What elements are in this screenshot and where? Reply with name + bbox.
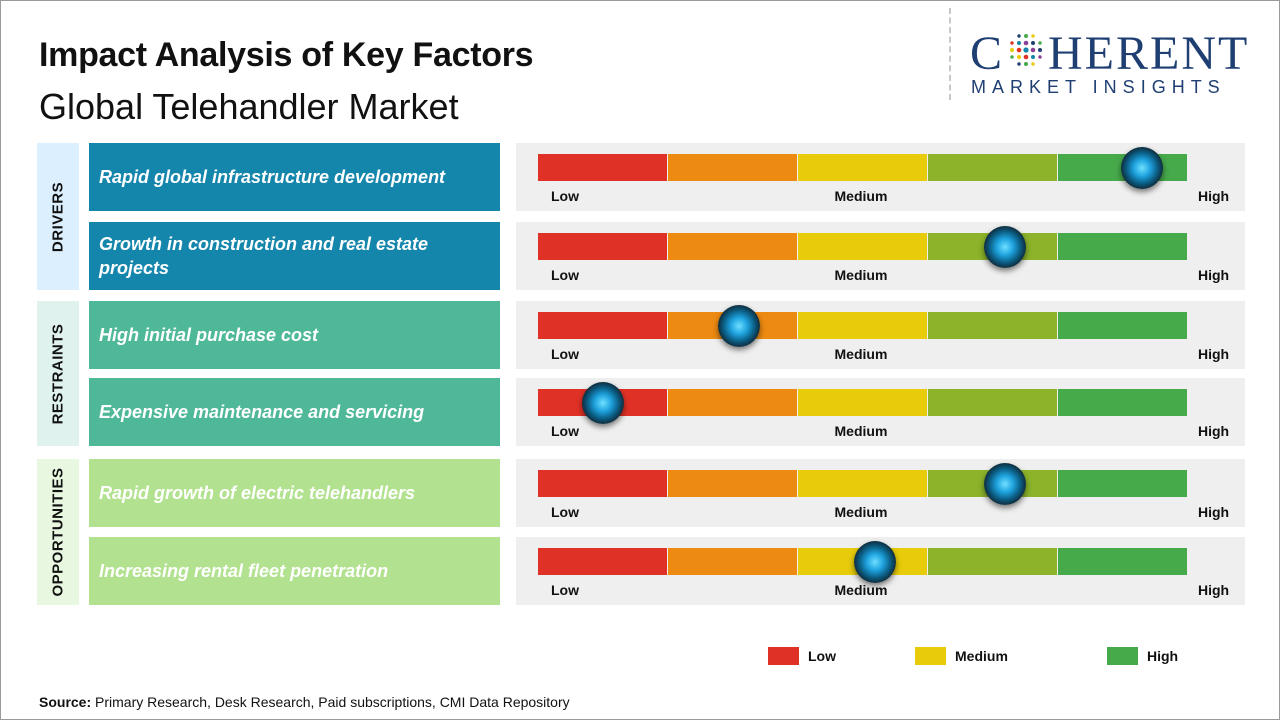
impact-marker — [581, 382, 624, 424]
scale-label-low: Low — [551, 346, 579, 362]
scale-segment — [928, 312, 1057, 339]
scale-label-medium: Medium — [834, 423, 888, 439]
scale-label-medium: Medium — [834, 346, 888, 362]
scale-segment — [798, 389, 927, 416]
scale-segment — [798, 470, 927, 497]
impact-scale: Low Medium High — [516, 378, 1245, 446]
impact-scale: Low Medium High — [516, 143, 1245, 211]
scale-segment — [798, 154, 927, 181]
scale-label-low: Low — [551, 423, 579, 439]
factor-label-box: Increasing rental fleet penetration — [89, 537, 500, 605]
scale-segment — [538, 548, 667, 575]
impact-marker — [718, 305, 761, 347]
scale-label-medium: Medium — [834, 582, 888, 598]
factor-label-box: High initial purchase cost — [89, 301, 500, 369]
scale-segment — [538, 233, 667, 260]
scale-segment — [798, 233, 927, 260]
scale-segment — [668, 389, 797, 416]
logo-letters: HERENT — [1048, 27, 1250, 80]
legend-swatch — [915, 647, 946, 665]
scale-label-low: Low — [551, 504, 579, 520]
scale-label-low: Low — [551, 267, 579, 283]
company-logo: C HERENT — [970, 28, 1249, 87]
source-label: Source: — [39, 694, 92, 710]
scale-segment — [1058, 548, 1187, 575]
impact-marker — [984, 226, 1027, 268]
scale-label-high: High — [1198, 188, 1230, 204]
legend-swatch — [768, 647, 799, 665]
category-restraints: RESTRAINTS — [37, 301, 79, 446]
legend-label: Medium — [955, 648, 1008, 664]
scale-segment — [1058, 233, 1187, 260]
logo-tagline: MARKET INSIGHTS — [971, 77, 1226, 97]
impact-scale: Low Medium High — [516, 537, 1245, 605]
scale-label-high: High — [1198, 346, 1230, 362]
category-drivers: DRIVERS — [37, 143, 79, 290]
page-title: Impact Analysis of Key Factors — [39, 36, 534, 74]
scale-label-high: High — [1198, 582, 1230, 598]
source-text: Primary Research, Desk Research, Paid su… — [91, 694, 570, 710]
legend-label: High — [1147, 648, 1179, 664]
scale-label-low: Low — [551, 582, 579, 598]
impact-scale: Low Medium High — [516, 222, 1245, 290]
category-opportunities: OPPORTUNITIES — [37, 459, 79, 605]
logo-dots-icon — [1006, 29, 1046, 81]
factor-label: Expensive maintenance and servicing — [99, 402, 425, 422]
scale-segment — [668, 548, 797, 575]
scale-segment — [928, 154, 1057, 181]
scale-segment — [668, 233, 797, 260]
impact-marker — [984, 463, 1027, 505]
scale-segment — [668, 470, 797, 497]
category-label: DRIVERS — [49, 181, 67, 252]
impact-scale: Low Medium High — [516, 459, 1245, 527]
factor-label-box: Expensive maintenance and servicing — [89, 378, 500, 446]
scale-segment — [1058, 389, 1187, 416]
impact-scale: Low Medium High — [516, 301, 1245, 369]
scale-segment — [1058, 470, 1187, 497]
page-subtitle: Global Telehandler Market — [39, 86, 459, 127]
scale-segment — [538, 154, 667, 181]
scale-label-medium: Medium — [834, 267, 888, 283]
scale-segment — [928, 548, 1057, 575]
factor-label: Rapid global infrastructure development — [99, 167, 446, 187]
scale-label-medium: Medium — [834, 188, 888, 204]
scale-segment — [928, 389, 1057, 416]
scale-label-high: High — [1198, 504, 1230, 520]
scale-label-low: Low — [551, 188, 579, 204]
scale-segment — [668, 154, 797, 181]
category-label: OPPORTUNITIES — [49, 467, 67, 597]
factor-label-box: Rapid global infrastructure development — [89, 143, 500, 211]
header-divider — [949, 8, 951, 100]
factor-label: Increasing rental fleet penetration — [99, 561, 389, 581]
impact-marker — [1120, 147, 1163, 189]
factor-label-box: Rapid growth of electric telehandlers — [89, 459, 500, 527]
scale-segment — [798, 312, 927, 339]
source-note: Source: Primary Research, Desk Research,… — [39, 694, 570, 710]
factor-label: Rapid growth of electric telehandlers — [99, 483, 416, 503]
factor-label: Growth in construction and real estate p… — [99, 234, 429, 278]
scale-segment — [1058, 312, 1187, 339]
scale-label-high: High — [1198, 267, 1230, 283]
impact-marker — [854, 541, 897, 583]
scale-label-high: High — [1198, 423, 1230, 439]
category-label: RESTRAINTS — [49, 323, 67, 424]
scale-segment — [538, 470, 667, 497]
scale-segment — [538, 312, 667, 339]
factor-label: High initial purchase cost — [99, 325, 319, 345]
factor-label-box: Growth in construction and real estate p… — [89, 222, 500, 290]
logo-letter-c: C — [970, 27, 1005, 80]
scale-label-medium: Medium — [834, 504, 888, 520]
legend-label: Low — [808, 648, 836, 664]
legend-swatch — [1107, 647, 1138, 665]
